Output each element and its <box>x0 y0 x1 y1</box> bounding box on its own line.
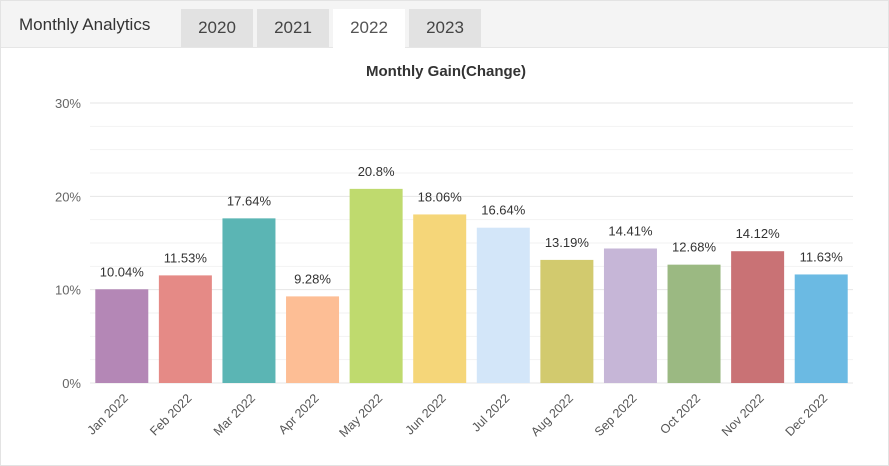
bar-value-label: 18.06% <box>418 189 463 204</box>
bar-value-label: 10.04% <box>100 264 145 279</box>
bar-value-label: 12.68% <box>672 240 717 255</box>
bar-jun-2022[interactable] <box>413 214 467 383</box>
bar-feb-2022[interactable] <box>158 275 212 383</box>
bar-value-label: 13.19% <box>545 235 590 250</box>
y-tick-label: 30% <box>55 96 81 111</box>
x-tick-label: Feb 2022 <box>147 391 194 438</box>
bar-value-label: 17.64% <box>227 193 272 208</box>
tab-2021[interactable]: 2021 <box>257 9 329 47</box>
x-tick-label: Nov 2022 <box>719 391 767 439</box>
x-tick-label: Mar 2022 <box>211 391 258 438</box>
bar-value-label: 11.63% <box>800 249 844 264</box>
x-tick-label: Sep 2022 <box>592 391 640 439</box>
bar-may-2022[interactable] <box>349 188 403 383</box>
bars <box>95 188 848 383</box>
x-tick-label: Dec 2022 <box>783 391 831 439</box>
monthly-gain-chart: Monthly Gain(Change) 0%10%20%30% 10.04%1… <box>55 63 853 440</box>
bar-nov-2022[interactable] <box>731 251 785 383</box>
data-labels: 10.04% 11.53% 17.64% 9.28% 20.8% 18.06% 16.64%… <box>100 164 843 287</box>
bar-value-label: 11.53% <box>164 250 208 265</box>
bar-aug-2022[interactable] <box>540 259 594 383</box>
x-tick-label: Jun 2022 <box>403 391 449 437</box>
x-tick-label: Jan 2022 <box>85 391 131 437</box>
y-tick-label: 0% <box>62 376 81 391</box>
x-tick-label: Oct 2022 <box>657 391 703 437</box>
y-axis: 0% 10% 20% 30% <box>55 96 81 391</box>
tab-2020[interactable]: 2020 <box>181 9 253 47</box>
x-tick-label: May 2022 <box>337 391 386 440</box>
y-tick-label: 20% <box>55 189 81 204</box>
y-tick-label: 10% <box>55 283 81 298</box>
bar-jan-2022[interactable] <box>95 289 149 383</box>
bar-value-label: 20.8% <box>358 164 395 179</box>
grid-lines <box>90 102 853 384</box>
bar-value-label: 9.28% <box>294 271 331 286</box>
bar-value-label: 16.64% <box>481 203 526 218</box>
chart-title: Monthly Gain(Change) <box>366 63 526 80</box>
bar-value-label: 14.12% <box>736 226 781 241</box>
tab-2023[interactable]: 2023 <box>409 9 481 47</box>
widget-header: Monthly Analytics 2020 2021 2022 2023 <box>1 1 888 48</box>
x-tick-label: Jul 2022 <box>469 391 512 434</box>
bar-sep-2022[interactable] <box>603 248 657 383</box>
bar-apr-2022[interactable] <box>286 296 340 383</box>
widget-title: Monthly Analytics <box>19 15 151 34</box>
x-axis: Jan 2022 Feb 2022 Mar 2022 Apr 2022 May 2022… <box>85 391 831 440</box>
x-tick-label: Apr 2022 <box>276 391 322 437</box>
bar-value-label: 14.41% <box>608 224 653 239</box>
tab-2022[interactable]: 2022 <box>333 9 405 48</box>
bar-jul-2022[interactable] <box>476 227 530 383</box>
bar-oct-2022[interactable] <box>667 264 721 383</box>
bar-dec-2022[interactable] <box>794 274 848 383</box>
x-tick-label: Aug 2022 <box>528 391 576 439</box>
bar-mar-2022[interactable] <box>222 218 276 383</box>
